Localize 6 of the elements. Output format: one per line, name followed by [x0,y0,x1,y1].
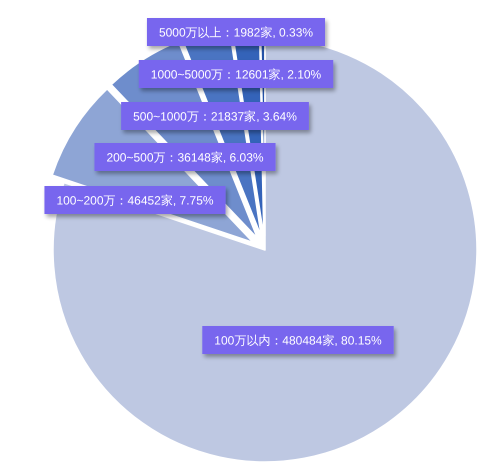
slice-label: 1000~5000万：12601家, 2.10% [150,68,322,82]
slice-label: 100万以内：480484家, 80.15% [214,334,382,348]
slice-label: 500~1000万：21837家, 3.64% [133,110,298,124]
slice-label: 100~200万：46452家, 7.75% [56,194,214,208]
slice-label: 200~500万：36148家, 6.03% [106,150,264,164]
slice-label: 5000万以上：1982家, 0.33% [158,26,314,40]
